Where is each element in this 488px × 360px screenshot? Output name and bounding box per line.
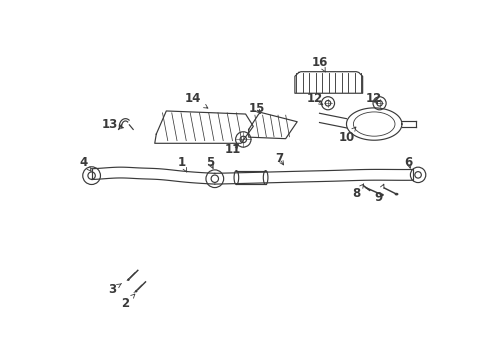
Text: 15: 15 xyxy=(248,102,264,115)
Text: 7: 7 xyxy=(275,152,283,165)
Text: 6: 6 xyxy=(404,156,412,169)
Ellipse shape xyxy=(127,278,130,281)
Text: 10: 10 xyxy=(339,127,355,144)
Polygon shape xyxy=(346,108,401,140)
Polygon shape xyxy=(248,112,297,139)
Text: 1: 1 xyxy=(177,156,186,172)
Ellipse shape xyxy=(135,290,137,293)
Text: 9: 9 xyxy=(373,184,383,204)
Text: 2: 2 xyxy=(121,294,135,310)
Text: 8: 8 xyxy=(352,184,363,200)
Polygon shape xyxy=(154,111,253,143)
Ellipse shape xyxy=(379,194,383,196)
Text: 5: 5 xyxy=(205,156,214,169)
Text: 3: 3 xyxy=(108,283,122,296)
Text: 13: 13 xyxy=(102,118,123,131)
Text: 14: 14 xyxy=(184,92,207,108)
Text: 12: 12 xyxy=(366,92,382,105)
Polygon shape xyxy=(294,72,362,93)
Text: 16: 16 xyxy=(311,56,328,72)
Ellipse shape xyxy=(394,193,398,195)
Text: 11: 11 xyxy=(224,143,241,156)
Text: 12: 12 xyxy=(306,92,323,105)
Text: 4: 4 xyxy=(80,156,91,171)
